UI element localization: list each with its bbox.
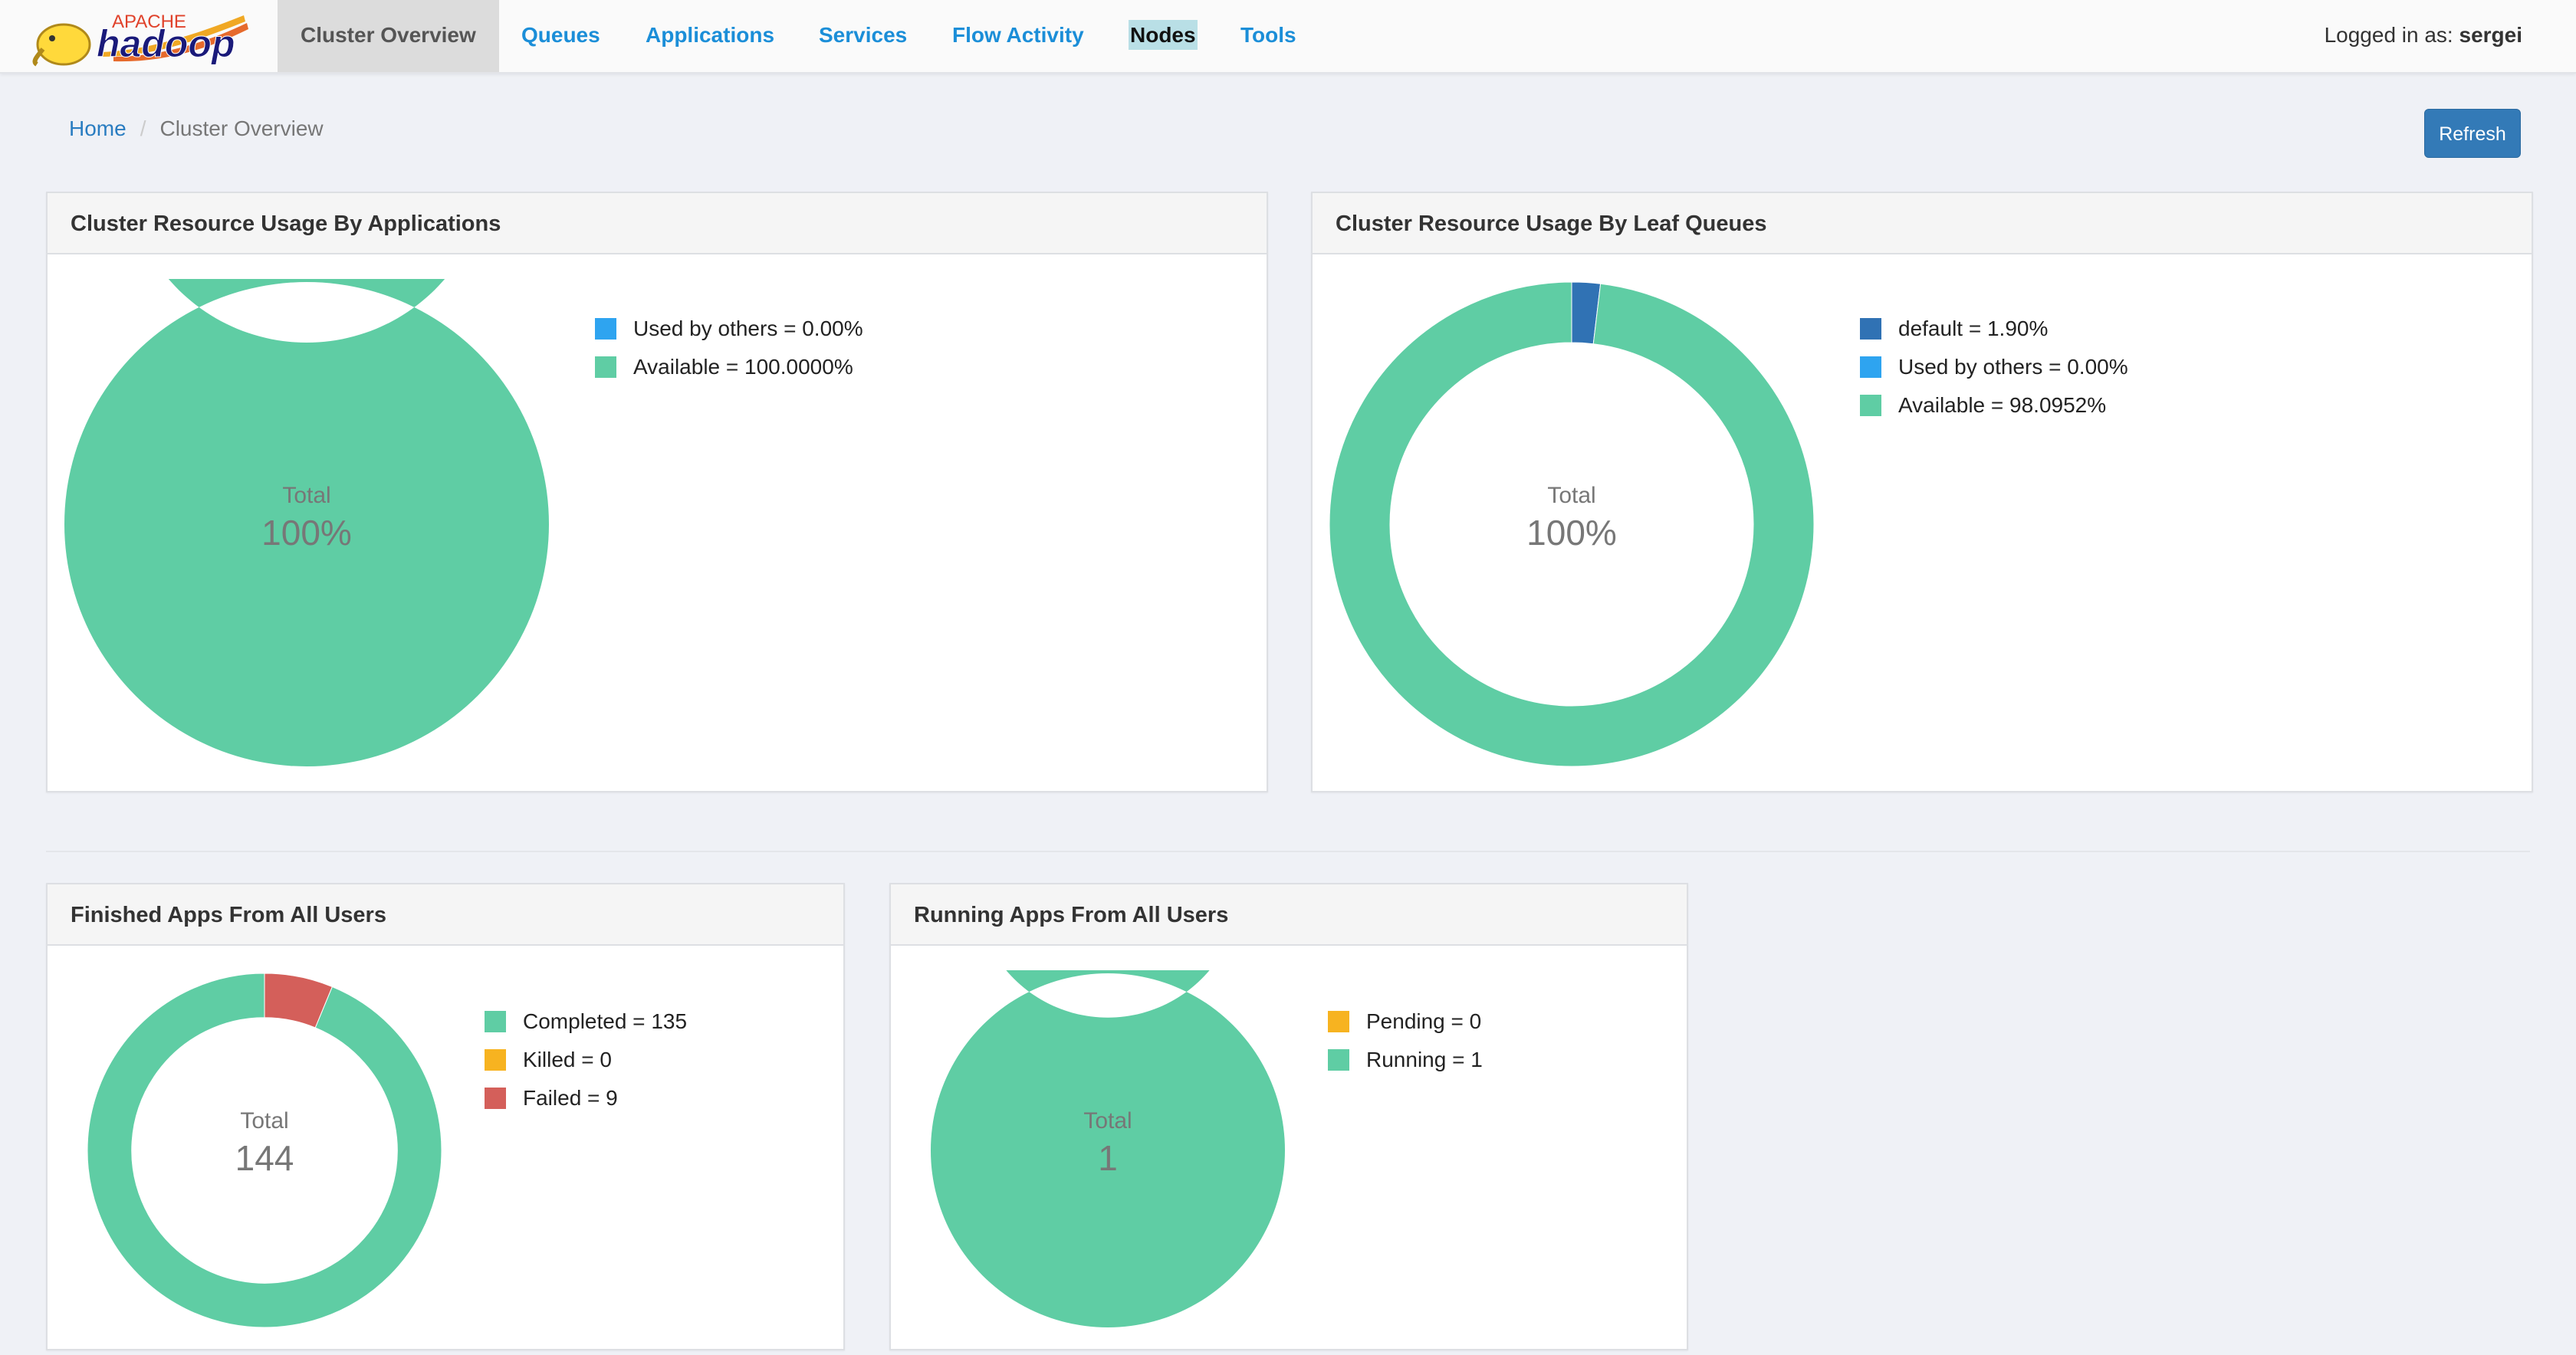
legend-item: Killed = 0 xyxy=(485,1041,687,1079)
section-divider xyxy=(46,851,2530,852)
donut-total-value: 100% xyxy=(261,513,352,553)
legend-label: Used by others = 0.00% xyxy=(1898,355,2128,379)
legend-item: Used by others = 0.00% xyxy=(595,310,863,348)
tab-services[interactable]: Services xyxy=(819,23,908,47)
tab-cluster-overview[interactable]: Cluster Overview xyxy=(278,0,499,72)
legend-label: Used by others = 0.00% xyxy=(633,317,863,340)
legend-item: Available = 98.0952% xyxy=(1860,386,2128,425)
legend-label: Pending = 0 xyxy=(1366,1009,1482,1033)
panel-title: Cluster Resource Usage By Applications xyxy=(48,193,1267,254)
tab-queues[interactable]: Queues xyxy=(521,23,600,47)
legend-swatch xyxy=(1860,395,1881,416)
svg-text:hadoop: hadoop xyxy=(97,22,235,65)
legend-swatch xyxy=(1860,318,1881,340)
legend-item: Failed = 9 xyxy=(485,1079,687,1117)
donut-slice-available[interactable] xyxy=(1329,281,1815,767)
logged-in-user: Logged in as: sergei xyxy=(2325,0,2522,72)
legend-swatch xyxy=(1328,1049,1349,1071)
donut-total-label: Total xyxy=(282,483,331,508)
donut-center: Total 100% xyxy=(153,483,460,553)
queue-usage-donut-chart xyxy=(1329,281,1815,767)
panel-finished-apps: Finished Apps From All Users Total 144 C… xyxy=(46,883,845,1350)
donut-total-value: 100% xyxy=(1526,513,1617,553)
donut-slice-available[interactable] xyxy=(64,279,549,766)
legend: Used by others = 0.00% Available = 100.0… xyxy=(595,310,863,386)
legend-swatch xyxy=(485,1011,506,1032)
legend-swatch xyxy=(595,318,616,340)
panel-running-apps: Running Apps From All Users Total 1 Pend… xyxy=(889,883,1688,1350)
apps-usage-donut-chart xyxy=(64,279,549,766)
legend: Completed = 135 Killed = 0 Failed = 9 xyxy=(485,1002,687,1117)
legend-swatch xyxy=(485,1049,506,1071)
finished-apps-donut-chart xyxy=(87,973,442,1328)
breadcrumb-current: Cluster Overview xyxy=(159,116,324,140)
tab-nodes-label: Nodes xyxy=(1129,20,1198,50)
donut-total-value: 1 xyxy=(1098,1138,1118,1178)
tab-flow-activity[interactable]: Flow Activity xyxy=(952,23,1084,47)
legend-item: Running = 1 xyxy=(1328,1041,1483,1079)
legend-item: Pending = 0 xyxy=(1328,1002,1483,1041)
donut-total-label: Total xyxy=(1547,483,1596,508)
tab-nodes[interactable]: Nodes xyxy=(1129,0,1198,72)
donut-center: Total 144 xyxy=(150,1108,380,1179)
legend-swatch xyxy=(485,1088,506,1109)
donut-total-value: 144 xyxy=(235,1138,294,1178)
legend: default = 1.90% Used by others = 0.00% A… xyxy=(1860,310,2128,425)
legend: Pending = 0 Running = 1 xyxy=(1328,1002,1483,1079)
panel-title: Finished Apps From All Users xyxy=(48,884,843,946)
legend-label: Available = 100.0000% xyxy=(633,355,853,379)
legend-label: Running = 1 xyxy=(1366,1048,1483,1071)
breadcrumb: Home / Cluster Overview xyxy=(69,116,324,141)
legend-swatch xyxy=(1860,356,1881,378)
panel-apps-usage: Cluster Resource Usage By Applications T… xyxy=(46,192,1268,792)
legend-item: Used by others = 0.00% xyxy=(1860,348,2128,386)
breadcrumb-home-link[interactable]: Home xyxy=(69,116,127,140)
logged-in-prefix: Logged in as: xyxy=(2324,23,2453,47)
donut-total-label: Total xyxy=(240,1108,289,1134)
panel-queue-usage: Cluster Resource Usage By Leaf Queues To… xyxy=(1311,192,2533,792)
legend-item: Completed = 135 xyxy=(485,1002,687,1041)
donut-total-label: Total xyxy=(1083,1108,1132,1134)
tab-applications[interactable]: Applications xyxy=(646,23,775,47)
donut-center: Total 100% xyxy=(1418,483,1725,553)
legend-swatch xyxy=(1328,1011,1349,1032)
top-navbar: APACHE hadoop Cluster Overview Queues Ap… xyxy=(0,0,2576,74)
logged-in-username: sergei xyxy=(2459,23,2523,47)
donut-slice-completed[interactable] xyxy=(87,973,442,1328)
legend-label: Failed = 9 xyxy=(523,1086,618,1110)
legend-swatch xyxy=(595,356,616,378)
breadcrumb-separator: / xyxy=(140,116,146,140)
running-apps-donut-chart xyxy=(931,970,1285,1327)
legend-label: default = 1.90% xyxy=(1898,317,2049,340)
hadoop-logo[interactable]: APACHE hadoop xyxy=(29,6,251,67)
donut-center: Total 1 xyxy=(993,1108,1223,1179)
refresh-button[interactable]: Refresh xyxy=(2424,109,2521,158)
svg-text:APACHE: APACHE xyxy=(112,11,186,32)
tab-tools[interactable]: Tools xyxy=(1240,23,1296,47)
legend-label: Available = 98.0952% xyxy=(1898,393,2107,417)
legend-item: Available = 100.0000% xyxy=(595,348,863,386)
legend-label: Completed = 135 xyxy=(523,1009,688,1033)
panel-title: Cluster Resource Usage By Leaf Queues xyxy=(1313,193,2532,254)
legend-label: Killed = 0 xyxy=(523,1048,612,1071)
panel-title: Running Apps From All Users xyxy=(891,884,1687,946)
donut-slice-running[interactable] xyxy=(931,970,1285,1327)
legend-item: default = 1.90% xyxy=(1860,310,2128,348)
